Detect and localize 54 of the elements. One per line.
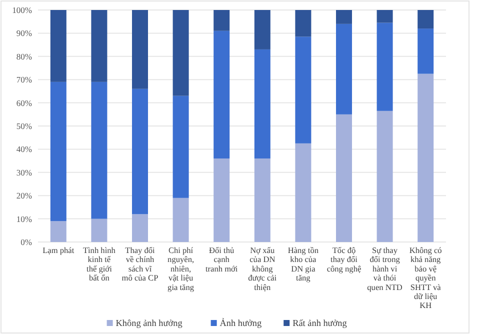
x-tick-label: Chi phí nguyên, nhiên, vật liệu gia tăng [168,246,194,292]
bar [336,24,352,114]
bar [91,218,108,242]
legend-label: Ảnh hưởng [220,318,262,328]
y-tick-label: 90% [16,28,32,38]
bar [50,221,66,242]
x-tick-label: Không có khả năng bảo vệ quyền SHTT và dữ liệu KH [409,246,442,310]
bar [172,198,189,242]
bar [214,158,230,242]
bar [418,10,434,29]
bar [376,22,393,111]
bar [172,96,189,198]
bar [254,158,270,242]
bar [254,49,270,158]
bar [336,114,352,242]
bar [91,10,108,82]
y-tick-label: 100% [12,4,32,15]
y-tick-label: 10% [16,214,32,224]
bar [295,143,312,242]
x-tick-label: Thay đổi về chính sách vĩ mô của CP [122,246,159,283]
bar [91,82,108,219]
x-tick-label: Nợ xấu của DN không được cải thiện [248,246,278,292]
bar [336,10,352,24]
bar [50,10,66,82]
bar [132,88,148,214]
x-tick-label: Lạm phát [42,246,75,255]
x-tick-label: Sự thay đổi trong hành vi và thói quen NTD [367,246,402,292]
bar [214,10,230,31]
x-tick-label: Đối thủ cạnh tranh mới [205,246,238,274]
bar [172,10,189,96]
legend-label: Không ảnh hưởng [116,318,183,328]
bar [376,110,393,242]
bar [214,30,230,158]
bar [295,36,312,144]
y-tick-label: 50% [16,120,32,131]
bar [418,28,434,74]
y-tick-label: 40% [16,144,32,154]
y-tick-label: 70% [16,74,32,85]
bar [376,10,393,23]
x-tick-label: Hàng tồn kho của DN gia tăng [288,246,320,283]
bar [50,82,66,222]
y-tick-label: 20% [16,190,32,201]
y-tick-label: 80% [16,51,32,62]
y-tick-label: 60% [16,98,32,108]
bar [132,214,148,242]
bar [418,74,434,242]
bar [132,10,148,89]
bar [254,10,270,50]
y-tick-label: 30% [16,167,32,178]
x-tick-label: Tình hình kinh tế thế giới bất ổn [82,246,116,283]
y-tick-label: 0% [20,236,32,247]
legend-label: Rất ảnh hưởng [292,318,348,328]
x-tick-label: Tốc độ thay đổi công nghệ [326,246,362,274]
bar [295,10,312,37]
